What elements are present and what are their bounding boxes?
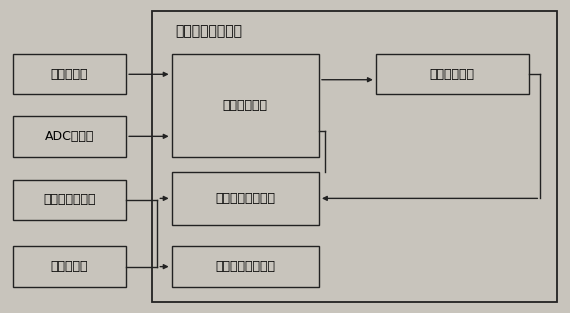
Text: 接口管理模块: 接口管理模块: [223, 99, 268, 112]
Text: 第二应答机: 第二应答机: [51, 260, 88, 273]
Text: 第一应答机: 第一应答机: [51, 68, 88, 81]
Bar: [172, 172, 319, 225]
Text: 接收数据缓存模块: 接收数据缓存模块: [215, 192, 275, 205]
Text: 星载遥控遥测终端: 星载遥控遥测终端: [175, 24, 242, 38]
Bar: [152, 11, 557, 302]
Bar: [172, 54, 319, 156]
Text: ADC采集器: ADC采集器: [45, 130, 94, 143]
Bar: [13, 54, 126, 95]
Bar: [376, 54, 529, 95]
Bar: [13, 180, 126, 220]
Text: 发送数据缓存模块: 发送数据缓存模块: [215, 260, 275, 273]
Text: 外部星务计算机: 外部星务计算机: [43, 193, 96, 207]
Text: 数据处理模块: 数据处理模块: [430, 68, 475, 81]
Bar: [13, 116, 126, 156]
Bar: [13, 246, 126, 287]
Bar: [172, 246, 319, 287]
